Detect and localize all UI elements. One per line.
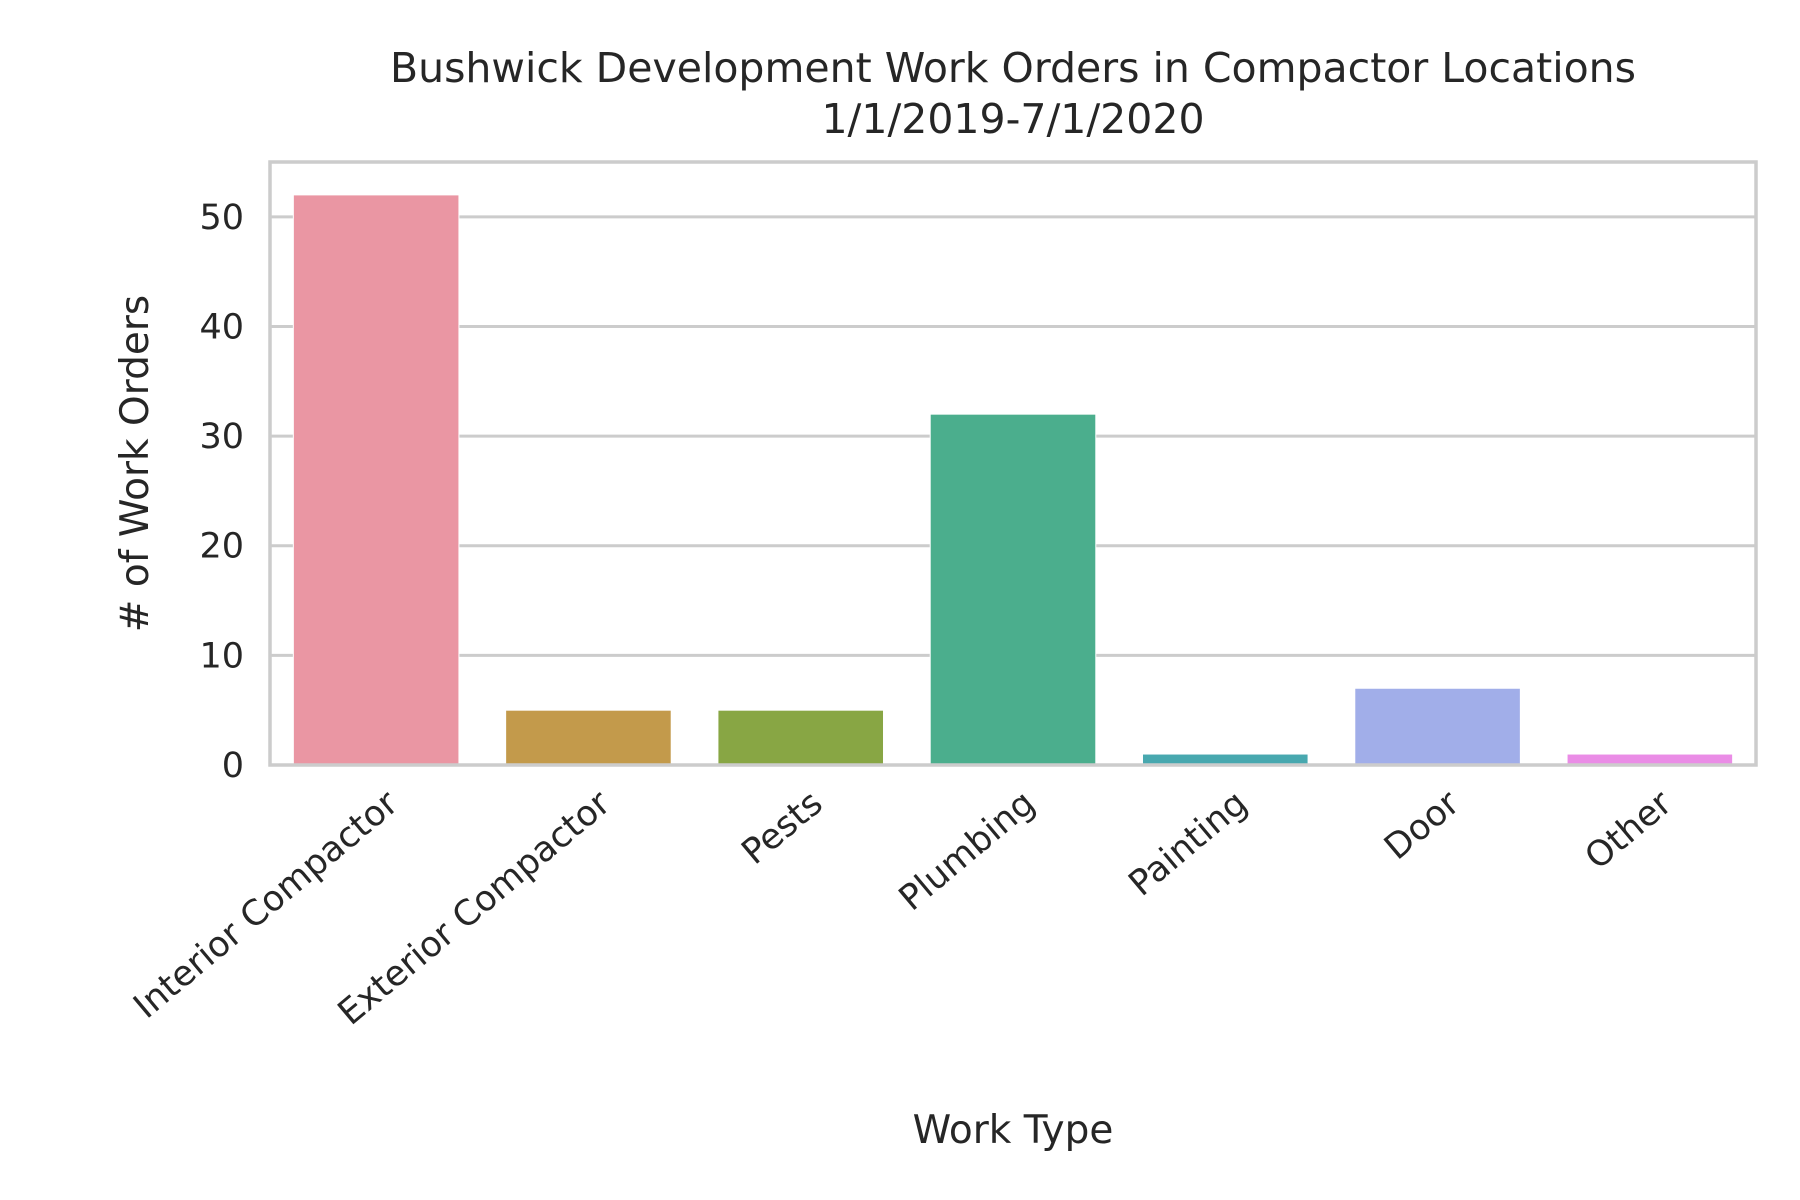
plot-frame [268,160,1758,767]
bar-exterior-compactor [505,709,672,766]
y-axis-ticks: 0 10 20 30 40 50 [199,198,244,786]
y-tick-label: 50 [199,198,244,238]
x-tick-label: Other [1578,783,1680,878]
y-tick-label: 0 [222,746,244,786]
y-tick-label: 40 [199,307,244,347]
y-tick-label: 10 [199,636,244,676]
bar-pests [717,709,885,766]
bar-door [1354,687,1521,766]
chart-title-line-1: Bushwick Development Work Orders in Comp… [390,44,1636,92]
y-tick-label: 20 [199,527,244,567]
y-tick-label: 30 [199,417,244,457]
bar-interior-compactor [292,194,460,766]
x-tick-label: Plumbing [892,783,1043,919]
chart-title-line-2: 1/1/2019-7/1/2020 [821,95,1204,143]
bar-plumbing [929,413,1097,766]
bars [292,194,1734,766]
y-axis-label: # of Work Orders [113,295,158,632]
x-tick-label: Painting [1122,783,1256,904]
x-tick-label: Pests [735,783,831,873]
x-tick-label: Door [1377,783,1468,868]
x-axis-label: Work Type [913,1108,1114,1153]
